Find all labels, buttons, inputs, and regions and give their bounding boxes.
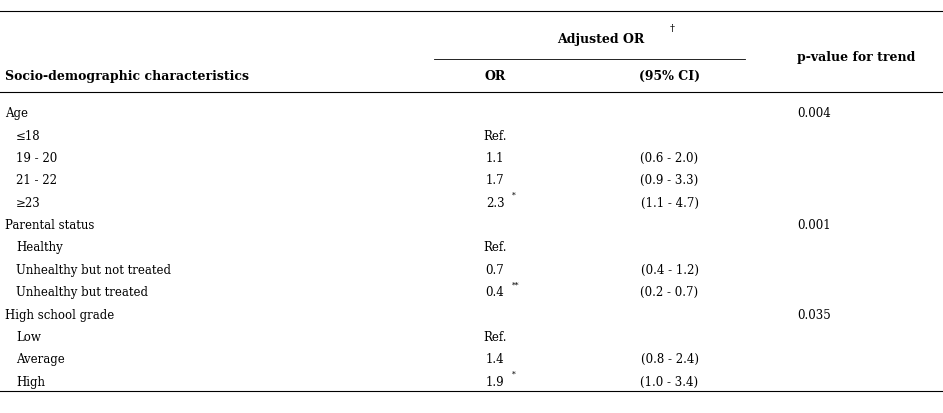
Text: (0.8 - 2.4): (0.8 - 2.4) xyxy=(640,352,699,366)
Text: 0.035: 0.035 xyxy=(797,308,831,321)
Text: 0.001: 0.001 xyxy=(797,218,831,232)
Text: Healthy: Healthy xyxy=(16,241,63,254)
Text: (0.9 - 3.3): (0.9 - 3.3) xyxy=(640,174,699,187)
Text: Unhealthy but not treated: Unhealthy but not treated xyxy=(16,263,171,276)
Text: 1.7: 1.7 xyxy=(486,174,505,187)
Text: 0.4: 0.4 xyxy=(486,285,505,299)
Text: (1.0 - 3.4): (1.0 - 3.4) xyxy=(640,375,699,388)
Text: **: ** xyxy=(512,280,520,289)
Text: OR: OR xyxy=(485,70,505,83)
Text: 2.3: 2.3 xyxy=(486,196,505,209)
Text: Ref.: Ref. xyxy=(484,129,506,142)
Text: Socio-demographic characteristics: Socio-demographic characteristics xyxy=(5,70,249,83)
Text: (1.1 - 4.7): (1.1 - 4.7) xyxy=(640,196,699,209)
Text: Parental status: Parental status xyxy=(5,218,94,232)
Text: High school grade: High school grade xyxy=(5,308,114,321)
Text: (95% CI): (95% CI) xyxy=(639,70,700,83)
Text: 1.9: 1.9 xyxy=(486,375,505,388)
Text: 1.4: 1.4 xyxy=(486,352,505,366)
Text: 0.7: 0.7 xyxy=(486,263,505,276)
Text: Low: Low xyxy=(16,330,41,343)
Text: ≤18: ≤18 xyxy=(16,129,41,142)
Text: Age: Age xyxy=(5,107,27,120)
Text: (0.6 - 2.0): (0.6 - 2.0) xyxy=(640,152,699,165)
Text: p-value for trend: p-value for trend xyxy=(797,51,916,64)
Text: (0.2 - 0.7): (0.2 - 0.7) xyxy=(640,285,699,299)
Text: ≥23: ≥23 xyxy=(16,196,41,209)
Text: Adjusted OR: Adjusted OR xyxy=(557,33,645,46)
Text: 21 - 22: 21 - 22 xyxy=(16,174,57,187)
Text: *: * xyxy=(512,191,516,199)
Text: Unhealthy but treated: Unhealthy but treated xyxy=(16,285,148,299)
Text: Ref.: Ref. xyxy=(484,241,506,254)
Text: 0.004: 0.004 xyxy=(797,107,831,120)
Text: 1.1: 1.1 xyxy=(486,152,505,165)
Text: (0.4 - 1.2): (0.4 - 1.2) xyxy=(640,263,699,276)
Text: Average: Average xyxy=(16,352,65,366)
Text: 19 - 20: 19 - 20 xyxy=(16,152,58,165)
Text: †: † xyxy=(670,24,675,33)
Text: Ref.: Ref. xyxy=(484,330,506,343)
Text: *: * xyxy=(512,370,516,378)
Text: High: High xyxy=(16,375,45,388)
